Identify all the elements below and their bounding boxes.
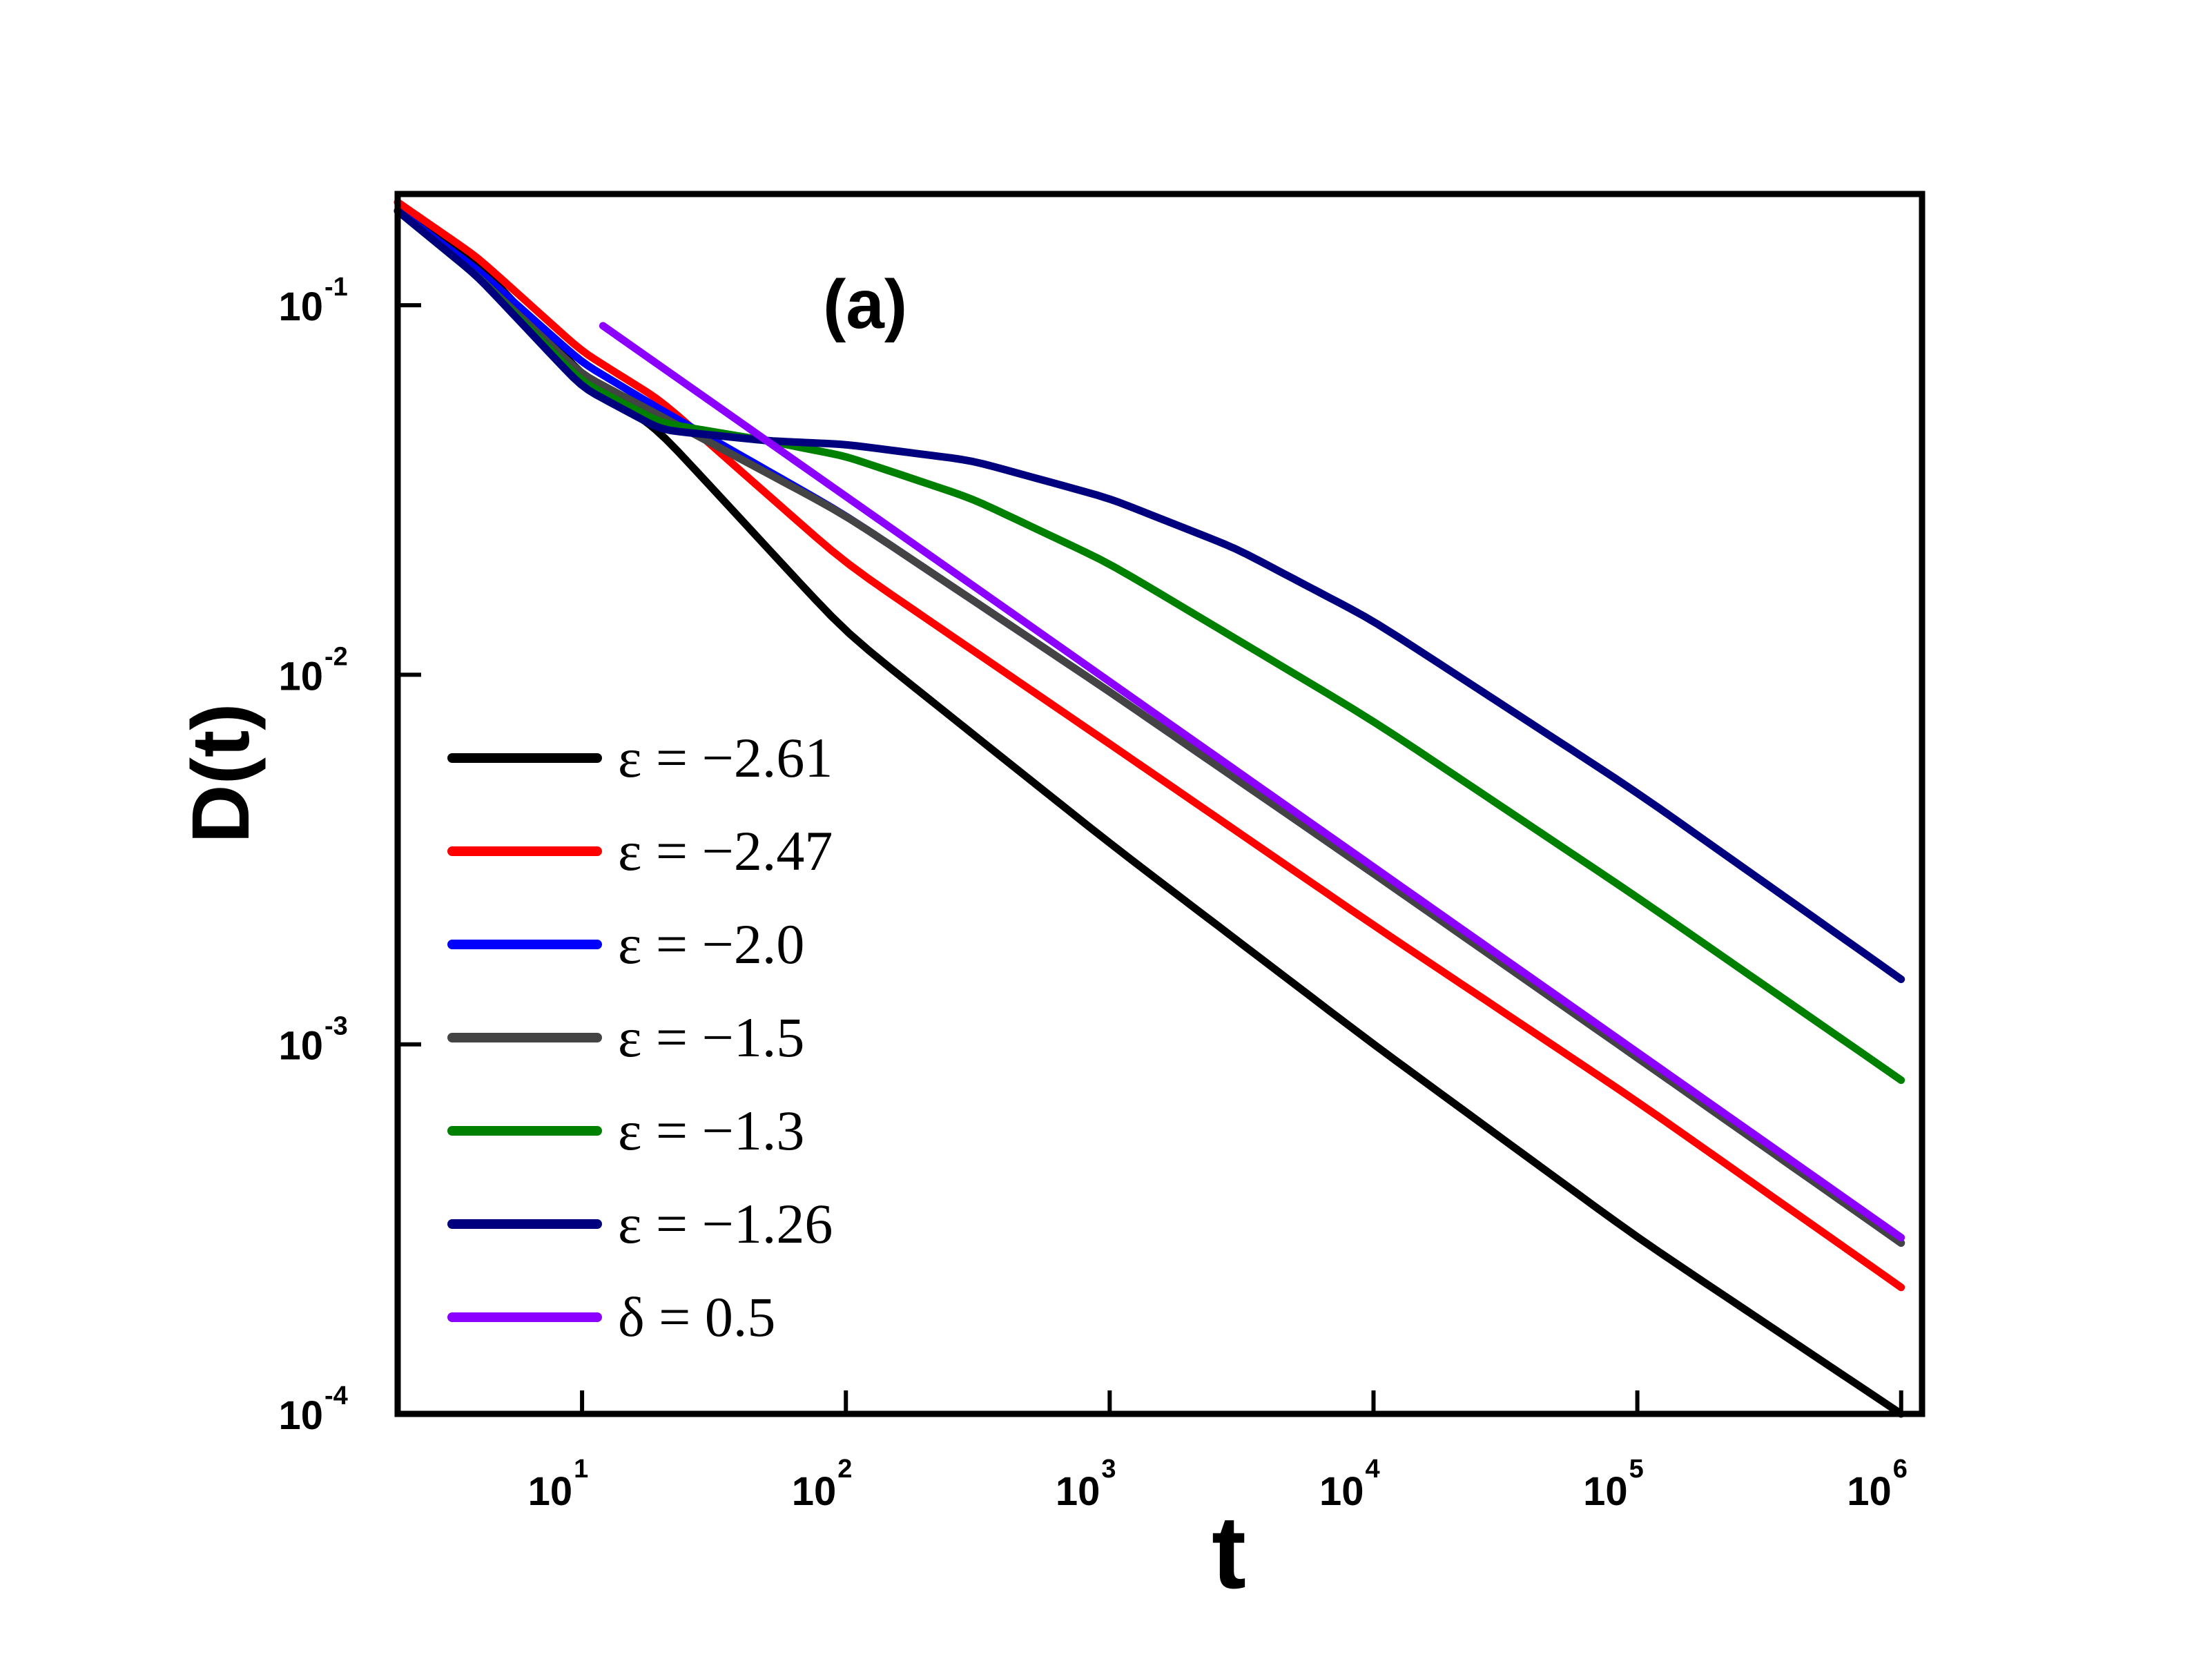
legend-item: ε = −1.5 (447, 1006, 804, 1069)
legend-item: ε = −1.3 (447, 1099, 804, 1162)
x-tick-label: 10 (1583, 1469, 1628, 1514)
y-tick-exponent: -3 (324, 1012, 348, 1041)
series-line-2 (394, 198, 1905, 1292)
y-tick-exponent: -4 (324, 1381, 348, 1410)
plot-frame (394, 191, 1925, 1417)
x-tick-exponent: 6 (1893, 1455, 1908, 1484)
y-tick-exponent: -1 (324, 273, 348, 302)
x-tick-exponent: 4 (1365, 1455, 1379, 1484)
x-axis-title: t (1212, 1494, 1246, 1610)
x-tick-exponent: 1 (574, 1455, 588, 1484)
legend-item: ε = −2.0 (447, 913, 804, 976)
x-tick-label: 10 (1847, 1469, 1892, 1514)
legend-label: ε = −1.3 (618, 1099, 804, 1162)
y-axis-title: D(t) (175, 703, 266, 843)
y-tick-label: 10 (278, 284, 323, 329)
x-tick-exponent: 2 (837, 1455, 852, 1484)
x-tick-label: 10 (792, 1469, 837, 1514)
series-line-7 (599, 322, 1905, 1242)
legend-label: δ = 0.5 (618, 1285, 775, 1348)
series-line-6 (394, 207, 1905, 983)
legend-label: ε = −1.5 (618, 1006, 804, 1069)
legend-item: ε = −1.26 (447, 1192, 833, 1255)
legend-label: ε = −1.26 (618, 1192, 833, 1255)
ticks-layer: 10 1 10 2 10 3 10 4 10 5 10 610 -110 -210 -310 -4 (278, 273, 1907, 1514)
x-tick-label: 10 (1056, 1469, 1100, 1514)
x-tick-label: 10 (528, 1469, 573, 1514)
x-tick-exponent: 3 (1101, 1455, 1116, 1484)
y-tick-label: 10 (278, 1393, 323, 1438)
y-tick-exponent: -2 (324, 642, 348, 671)
y-tick-label: 10 (278, 654, 323, 699)
legend-label: ε = −2.47 (618, 819, 833, 882)
y-tick-label: 10 (278, 1024, 323, 1069)
legend-label: ε = −2.0 (618, 913, 804, 976)
legend-label: ε = −2.61 (618, 726, 833, 789)
legend-item: ε = −2.61 (447, 726, 833, 789)
legend: ε = −2.61 ε = −2.47 ε = −2.0 ε = −1.5 ε = −1… (447, 726, 833, 1348)
x-tick-exponent: 5 (1629, 1455, 1644, 1484)
panel-label: (a) (823, 266, 907, 343)
legend-item: ε = −2.47 (447, 819, 833, 882)
x-tick-label: 10 (1319, 1469, 1364, 1514)
series-layer (394, 198, 1905, 1418)
legend-item: δ = 0.5 (447, 1285, 775, 1348)
